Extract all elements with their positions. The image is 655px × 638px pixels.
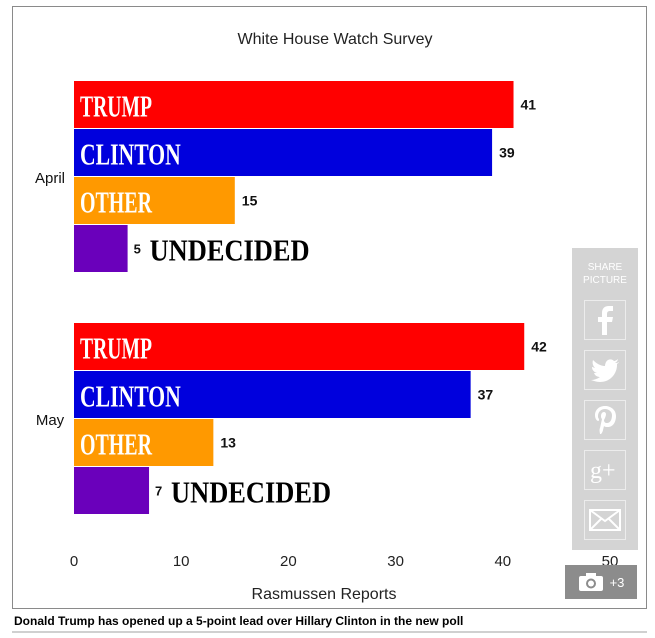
bar-name-label: OTHER xyxy=(80,185,152,220)
email-icon xyxy=(589,509,621,531)
x-axis-label: Rasmussen Reports xyxy=(252,586,397,603)
data-label: 42 xyxy=(531,339,547,355)
camera-icon xyxy=(578,573,603,591)
bar-name-label: CLINTON xyxy=(80,137,181,172)
data-label: 41 xyxy=(521,97,537,113)
bar-name-label: UNDECIDED xyxy=(150,233,310,268)
bar-may-trump xyxy=(74,323,525,370)
data-label: 13 xyxy=(220,435,236,451)
bar-name-label: CLINTON xyxy=(80,379,181,414)
bar-name-label: TRUMP xyxy=(80,331,152,366)
bar-april-other xyxy=(74,177,235,224)
bar-name-label: OTHER xyxy=(80,427,152,462)
image-caption: Donald Trump has opened up a 5-point lea… xyxy=(14,614,464,628)
share-title: SHARE PICTURE xyxy=(572,261,638,287)
photo-count: +3 xyxy=(609,574,625,590)
photo-gallery-button[interactable]: +3 xyxy=(565,565,637,599)
pinterest-icon xyxy=(595,406,616,434)
twitter-icon xyxy=(591,359,619,382)
bar-april-undecided xyxy=(74,225,128,272)
svg-text:g+: g+ xyxy=(590,458,616,484)
bar-may-clinton xyxy=(74,371,471,418)
x-tick-label: 0 xyxy=(70,553,78,570)
data-label: 15 xyxy=(242,193,258,209)
chart-frame: White House Watch Survey 41 TRUMP 39 CLINTON… xyxy=(12,6,647,609)
google-plus-icon: g+ xyxy=(590,458,616,484)
share-twitter-button[interactable] xyxy=(584,350,626,390)
bar-april-trump xyxy=(74,81,514,128)
data-label: 39 xyxy=(499,145,515,161)
category-label: May xyxy=(36,412,65,429)
bar-name-label: UNDECIDED xyxy=(171,475,331,510)
bar-may-undecided xyxy=(74,467,150,514)
bar-name-label: TRUMP xyxy=(80,89,152,124)
category-label: April xyxy=(35,170,65,187)
share-facebook-button[interactable] xyxy=(584,300,626,340)
data-label: 37 xyxy=(478,387,494,403)
share-title-line1: SHARE xyxy=(587,262,623,273)
share-pinterest-button[interactable] xyxy=(584,400,626,440)
x-tick-label: 20 xyxy=(280,553,297,570)
x-tick-label: 40 xyxy=(494,553,511,570)
x-tick-label: 10 xyxy=(173,553,190,570)
data-label: 5 xyxy=(134,242,141,257)
facebook-icon xyxy=(598,306,613,335)
bar-chart: White House Watch Survey 41 TRUMP 39 CLINTON… xyxy=(35,31,618,603)
share-title-line2: PICTURE xyxy=(583,275,627,286)
x-tick-label: 30 xyxy=(387,553,404,570)
data-label: 7 xyxy=(155,484,162,499)
bar-april-clinton xyxy=(74,129,493,176)
share-panel: SHARE PICTURE g+ xyxy=(572,248,638,550)
bar-may-other xyxy=(74,419,214,466)
share-google-plus-button[interactable]: g+ xyxy=(584,450,626,490)
share-email-button[interactable] xyxy=(584,500,626,540)
caption-divider xyxy=(12,631,647,633)
chart-title: White House Watch Survey xyxy=(237,31,432,48)
